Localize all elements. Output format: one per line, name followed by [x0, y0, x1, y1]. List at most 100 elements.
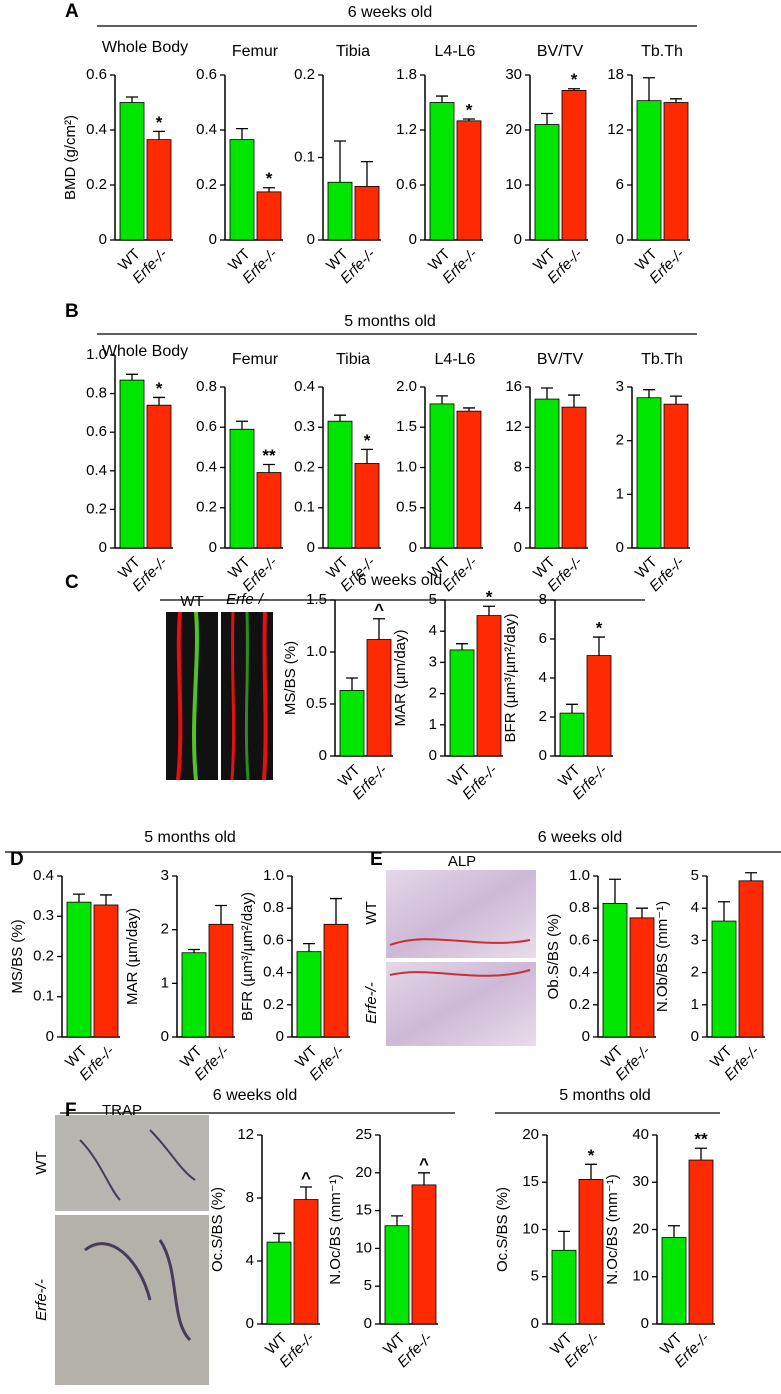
micrograph-e — [386, 870, 536, 1046]
y-tick-label: 4 — [539, 669, 547, 686]
panel-label: D — [10, 849, 24, 870]
significance: * — [466, 100, 473, 119]
y-tick-label: 3 — [616, 378, 624, 395]
bar — [354, 185, 380, 241]
error-bar — [463, 118, 475, 121]
y-tick-label: 0 — [616, 539, 624, 556]
error-bar — [456, 643, 468, 650]
error-bar — [126, 373, 138, 381]
error-bar — [483, 605, 495, 616]
y-tick-label: 1 — [691, 996, 699, 1013]
error-bar — [236, 420, 248, 430]
y-tick-label: 0.3 — [33, 907, 54, 924]
bar — [429, 403, 455, 549]
y-tick-label: 0.8 — [569, 899, 590, 916]
bar — [586, 655, 612, 757]
bar — [293, 1199, 319, 1325]
y-tick-label: 10 — [355, 1239, 372, 1256]
y-tick-label: 1.8 — [396, 66, 417, 83]
bar — [119, 102, 145, 241]
y-tick-label: 0.2 — [86, 500, 107, 517]
y-axis-label: BFR (µm³/µm²/day) — [239, 892, 256, 1021]
bar — [688, 1159, 714, 1325]
y-tick-label: 1.0 — [263, 867, 284, 884]
error-bar — [541, 387, 553, 400]
y-tick-label: 0.4 — [86, 462, 107, 479]
y-tick-label: 2 — [539, 708, 547, 725]
panel-heading: 5 months old — [344, 313, 436, 330]
error-bar — [361, 448, 373, 464]
panel-label: C — [65, 572, 79, 593]
error-bar — [568, 394, 580, 408]
y-axis-label: Oc.S/BS (%) — [494, 1187, 511, 1272]
error-bar — [391, 1215, 403, 1226]
image-label: Erfe-/- — [226, 591, 268, 608]
error-bar — [668, 1225, 680, 1238]
y-tick-label: 0.1 — [294, 148, 315, 165]
error-bar — [718, 901, 730, 922]
y-tick-label: 0.2 — [33, 947, 54, 964]
panel-heading: 6 weeks old — [358, 572, 443, 589]
y-tick-label: 4 — [246, 1252, 254, 1269]
chart-title: Tibia — [336, 351, 370, 368]
y-tick-label: 5 — [364, 1277, 372, 1294]
error-bar — [153, 130, 165, 140]
y-tick-label: 0.6 — [263, 931, 284, 948]
y-tick-label: 0.2 — [294, 458, 315, 475]
bar — [578, 1179, 604, 1325]
error-bar — [273, 1232, 285, 1243]
significance: * — [596, 619, 603, 638]
y-axis-label: BMD (g/cm²) — [62, 115, 79, 200]
y-tick-label: 4 — [514, 499, 522, 516]
bar — [323, 923, 349, 1038]
error-bar — [373, 618, 385, 640]
image-label: Erfe-/- — [33, 1279, 50, 1321]
y-tick-label: 6 — [539, 630, 547, 647]
y-axis-label: MAR (µm/day) — [392, 630, 409, 727]
y-tick-label: 4 — [691, 899, 699, 916]
y-tick-label: 40 — [632, 1126, 649, 1143]
bar — [561, 406, 587, 549]
bar — [663, 403, 689, 549]
y-tick-label: 20 — [522, 1126, 539, 1143]
y-axis-label: MS/BS (%) — [9, 919, 26, 993]
y-tick-label: 20 — [355, 1164, 372, 1181]
y-tick-label: 8 — [514, 458, 522, 475]
y-tick-label: 2 — [161, 921, 169, 938]
bar — [476, 615, 502, 757]
bar — [456, 410, 482, 549]
y-tick-label: 0.5 — [306, 695, 327, 712]
y-axis-label: Ob.S/BS (%) — [545, 914, 562, 1000]
y-axis-label: N.Ob/BS (mm⁻¹) — [654, 901, 671, 1012]
significance: * — [571, 70, 578, 89]
image-title: ALP — [448, 853, 476, 870]
y-tick-label: 10 — [505, 176, 522, 193]
y-tick-label: 0 — [409, 539, 417, 556]
y-tick-label: 0.4 — [86, 121, 107, 138]
bar — [602, 902, 628, 1038]
y-axis-label: BFR (µm³/µm²/day) — [502, 614, 519, 743]
y-tick-label: 5 — [691, 867, 699, 884]
y-tick-label: 0.1 — [33, 988, 54, 1005]
y-tick-label: 12 — [505, 418, 522, 435]
y-tick-label: 4 — [429, 622, 437, 639]
image-title: TRAP — [102, 1102, 142, 1119]
error-bar — [303, 942, 315, 952]
bar — [663, 102, 689, 241]
y-tick-label: 15 — [355, 1202, 372, 1219]
y-tick-label: 0 — [319, 747, 327, 764]
y-tick-label: 5 — [531, 1268, 539, 1285]
panel-heading: 5 months old — [144, 829, 236, 846]
y-tick-label: 0.6 — [396, 176, 417, 193]
y-tick-label: 2.0 — [396, 378, 417, 395]
bar — [411, 1184, 437, 1325]
y-tick-label: 3 — [429, 653, 437, 670]
panel-heading: 6 weeks old — [348, 4, 433, 21]
bar — [429, 102, 455, 241]
error-bar — [153, 396, 165, 406]
panel-heading: 6 weeks old — [538, 829, 623, 846]
y-tick-label: 0.2 — [263, 996, 284, 1013]
y-tick-label: 0.1 — [294, 499, 315, 516]
bar — [354, 463, 380, 549]
error-bar — [188, 948, 200, 953]
